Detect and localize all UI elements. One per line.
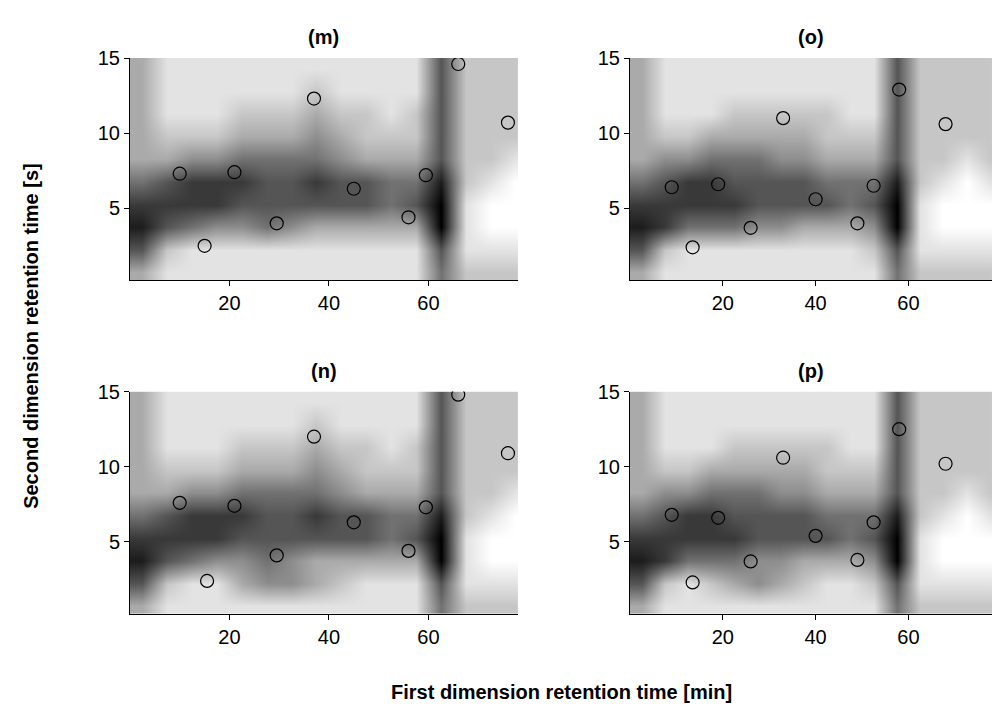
svg-text:10: 10 [98,122,120,144]
svg-text:40: 40 [318,626,340,648]
svg-text:20: 20 [712,292,734,314]
svg-text:5: 5 [609,531,620,553]
svg-text:20: 20 [218,626,240,648]
svg-text:10: 10 [598,456,620,478]
svg-text:20: 20 [218,292,240,314]
svg-text:Second dimension retention tim: Second dimension retention time [s] [20,163,42,509]
svg-text:(n): (n) [311,360,337,382]
svg-text:First dimension retention time: First dimension retention time [min] [391,681,732,703]
svg-text:5: 5 [609,197,620,219]
svg-text:15: 15 [98,47,120,69]
svg-text:20: 20 [712,626,734,648]
svg-text:60: 60 [417,626,439,648]
svg-text:10: 10 [98,456,120,478]
svg-text:40: 40 [804,292,826,314]
svg-text:10: 10 [598,122,620,144]
svg-text:40: 40 [318,292,340,314]
svg-text:15: 15 [98,381,120,403]
svg-text:5: 5 [109,197,120,219]
svg-text:60: 60 [897,626,919,648]
svg-text:60: 60 [417,292,439,314]
svg-text:15: 15 [598,47,620,69]
svg-text:5: 5 [109,531,120,553]
svg-text:15: 15 [598,381,620,403]
svg-text:60: 60 [897,292,919,314]
svg-text:(p): (p) [798,360,824,382]
svg-text:(o): (o) [798,26,824,48]
svg-text:40: 40 [804,626,826,648]
svg-text:(m): (m) [308,26,339,48]
